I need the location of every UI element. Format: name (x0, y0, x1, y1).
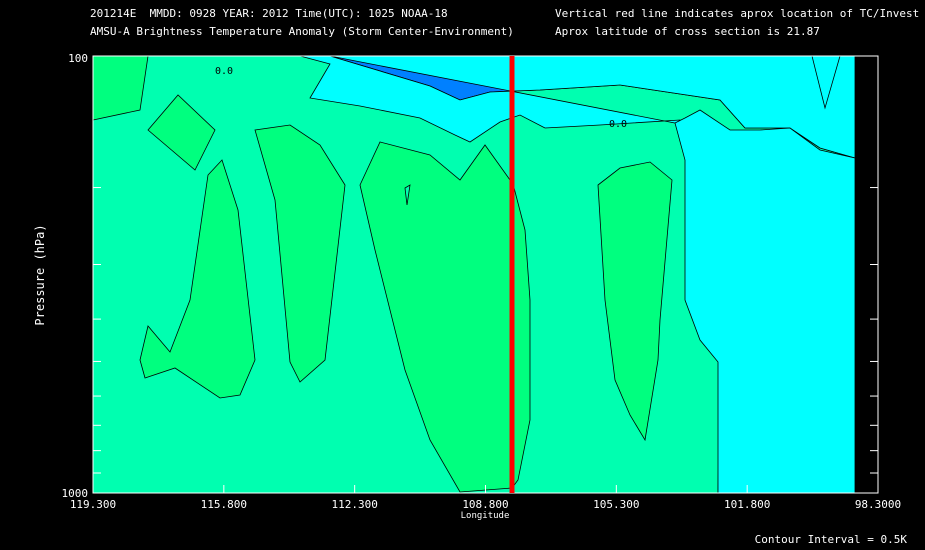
contour-label-1: 0.0 (215, 66, 233, 77)
x-axis-ticks: 119.300 115.800 112.300 108.800 105.300 101.8… (70, 485, 901, 511)
contour-interval-label: Contour Interval = 0.5K (754, 533, 907, 546)
contour-region-high-2 (147, 94, 216, 171)
x-tick-label: 108.800 (462, 498, 508, 511)
header-note2: Aprox latitude of cross section is 21.87 (555, 25, 820, 38)
contour-region-high-7 (597, 161, 673, 442)
x-tick-label: 119.300 (70, 498, 116, 511)
plot-area (92, 55, 879, 494)
header-note1: Vertical red line indicates aprox locati… (555, 7, 920, 20)
y-tick-label-1000: 1000 (62, 487, 89, 500)
contour-label-2: 0.0 (609, 119, 627, 130)
x-axis-label: Longitude (461, 511, 510, 521)
contour-region-high-4 (254, 124, 346, 383)
x-tick-label: 115.800 (201, 498, 247, 511)
x-tick-label: 105.300 (593, 498, 639, 511)
y-axis-ticks (93, 187, 878, 474)
header-line1: 201214E MMDD: 0928 YEAR: 2012 Time(UTC):… (90, 7, 448, 20)
x-tick-label: 112.300 (331, 498, 377, 511)
header-line2: AMSU-A Brightness Temperature Anomaly (S… (90, 25, 514, 38)
y-tick-label-100: 100 (68, 52, 88, 65)
x-tick-label: 98.3000 (855, 498, 901, 511)
no-data-strip (855, 56, 878, 493)
contour-region-high-3 (139, 159, 256, 399)
x-tick-label: 101.800 (724, 498, 770, 511)
contour-region-mid-spot (404, 184, 411, 206)
y-axis-label: Pressure (hPa) (33, 224, 47, 325)
contour-region-high-1 (92, 55, 149, 121)
